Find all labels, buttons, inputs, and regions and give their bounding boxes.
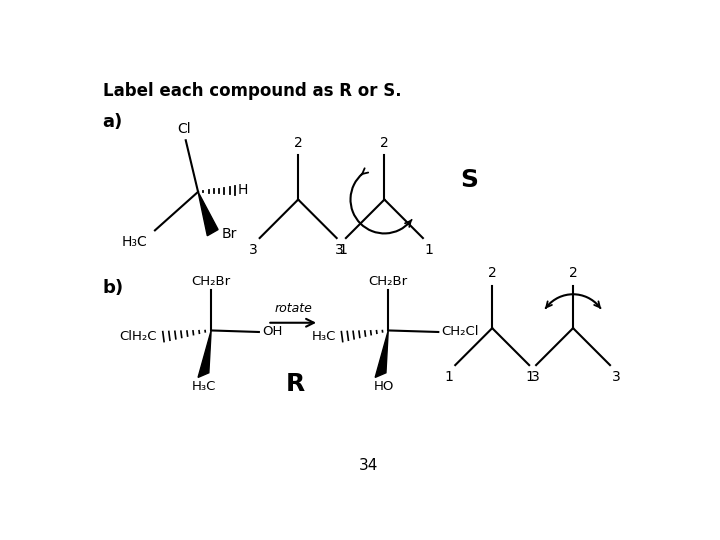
Text: OH: OH xyxy=(262,326,282,339)
Text: H₃C: H₃C xyxy=(312,330,336,343)
Text: 3: 3 xyxy=(336,242,344,256)
Text: 1: 1 xyxy=(338,242,347,256)
Text: 2: 2 xyxy=(488,266,497,280)
Text: HO: HO xyxy=(374,380,394,393)
Text: 34: 34 xyxy=(359,458,379,472)
Text: H: H xyxy=(238,183,248,197)
Polygon shape xyxy=(198,330,211,377)
Text: 3: 3 xyxy=(531,370,540,384)
Polygon shape xyxy=(375,330,388,377)
Text: 3: 3 xyxy=(249,242,258,256)
Text: rotate: rotate xyxy=(274,302,312,315)
Text: Cl: Cl xyxy=(177,122,191,136)
Text: 2: 2 xyxy=(380,136,389,150)
Text: R: R xyxy=(287,373,305,396)
Text: H₃C: H₃C xyxy=(192,380,215,393)
Text: a): a) xyxy=(102,112,123,131)
Polygon shape xyxy=(198,192,218,236)
Text: S: S xyxy=(460,168,478,192)
Text: CH₂Br: CH₂Br xyxy=(192,275,230,288)
Text: CH₂Cl: CH₂Cl xyxy=(441,326,479,339)
Text: 3: 3 xyxy=(612,370,621,384)
Text: 2: 2 xyxy=(569,266,577,280)
Text: Label each compound as R or S.: Label each compound as R or S. xyxy=(102,82,401,100)
Text: b): b) xyxy=(102,279,124,297)
Text: CH₂Br: CH₂Br xyxy=(369,275,408,288)
Text: Br: Br xyxy=(221,227,237,241)
Text: 1: 1 xyxy=(445,370,454,384)
Text: ClH₂C: ClH₂C xyxy=(120,330,157,343)
Text: 1: 1 xyxy=(425,242,433,256)
Text: H₃C: H₃C xyxy=(122,235,148,249)
Text: 2: 2 xyxy=(294,136,302,150)
Text: 1: 1 xyxy=(526,370,534,384)
